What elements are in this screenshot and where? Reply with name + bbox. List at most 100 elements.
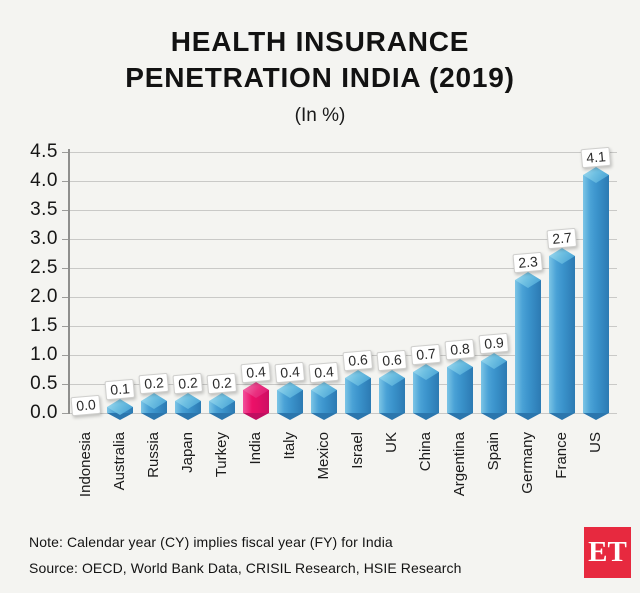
x-axis-label-japan: Japan: [179, 432, 196, 473]
bar-israel: [345, 370, 371, 420]
value-label-australia: 0.1: [104, 378, 136, 401]
bar-cap-argentina: [447, 359, 473, 375]
gridline-3.5: [69, 210, 617, 211]
y-axis-label-0.5: 0.5: [30, 373, 58, 394]
bar-cap-us: [583, 167, 609, 183]
bar-cap-italy: [277, 382, 303, 398]
value-label-uk: 0.6: [376, 349, 408, 372]
value-label-russia: 0.2: [138, 372, 170, 395]
y-tick-3.0: [62, 239, 69, 240]
x-axis-label-india: India: [247, 432, 264, 465]
bar-body-spain: [481, 361, 507, 413]
value-label-israel: 0.6: [342, 349, 374, 372]
bar-australia: [107, 399, 133, 420]
y-axis-label-3.0: 3.0: [30, 228, 58, 249]
y-axis-label-0.0: 0.0: [30, 402, 58, 423]
chart-title-line1: HEALTH INSURANCE: [170, 26, 470, 57]
x-axis-label-china: China: [417, 432, 434, 472]
y-tick-2.5: [62, 268, 69, 269]
value-label-indonesia: 0.0: [70, 394, 102, 417]
y-tick-0.5: [62, 384, 69, 385]
gridline-3.0: [69, 239, 617, 240]
bar-cap-russia: [141, 393, 167, 409]
y-tick-0.0: [62, 413, 69, 414]
y-tick-2.0: [62, 297, 69, 298]
y-axis-label-4.5: 4.5: [30, 141, 58, 162]
bar-cap-spain: [481, 353, 507, 369]
x-axis-label-italy: Italy: [281, 432, 298, 460]
y-axis-label-1.0: 1.0: [30, 344, 58, 365]
y-tick-4.0: [62, 181, 69, 182]
x-axis-label-israel: Israel: [349, 432, 366, 469]
bar-spain: [481, 353, 507, 420]
chart-subtitle: (In %): [294, 105, 346, 126]
gridline-4.5: [69, 152, 617, 153]
y-tick-3.5: [62, 210, 69, 211]
et-logo: ET: [584, 527, 631, 578]
value-label-us: 4.1: [580, 146, 612, 169]
bar-japan: [175, 393, 201, 420]
bar-body-mexico: [311, 390, 337, 413]
bar-cap-israel: [345, 370, 371, 386]
bar-italy: [277, 382, 303, 420]
y-axis-label-3.5: 3.5: [30, 199, 58, 220]
bar-china: [413, 364, 439, 420]
bar-body-france: [549, 256, 575, 413]
x-axis-label-spain: Spain: [485, 432, 502, 471]
y-axis-label-2.5: 2.5: [30, 257, 58, 278]
x-axis-label-russia: Russia: [145, 432, 162, 478]
gridline-4.0: [69, 181, 617, 182]
bar-cap-france: [549, 248, 575, 264]
x-axis-label-australia: Australia: [111, 432, 128, 491]
x-axis-label-indonesia: Indonesia: [77, 432, 94, 498]
x-axis-label-uk: UK: [383, 432, 400, 453]
bar-germany: [515, 272, 541, 420]
x-axis-label-us: US: [587, 432, 604, 453]
chart-source: Source: OECD, World Bank Data, CRISIL Re…: [29, 560, 462, 576]
value-label-germany: 2.3: [512, 251, 544, 274]
bar-turkey: [209, 393, 235, 420]
x-axis-label-turkey: Turkey: [213, 432, 230, 478]
gridline-1.5: [69, 326, 617, 327]
gridline-0.0: [69, 413, 617, 414]
y-tick-4.5: [62, 152, 69, 153]
value-label-turkey: 0.2: [206, 372, 238, 395]
chart-title-line2: PENETRATION INDIA (2019): [125, 62, 515, 93]
gridline-2.0: [69, 297, 617, 298]
value-label-india: 0.4: [240, 361, 272, 384]
y-axis-label-1.5: 1.5: [30, 315, 58, 336]
bar-argentina: [447, 359, 473, 420]
bar-body-us: [583, 175, 609, 413]
value-label-italy: 0.4: [274, 361, 306, 384]
bar-cap-india: [243, 382, 269, 398]
gridline-0.5: [69, 384, 617, 385]
bar-cap-china: [413, 364, 439, 380]
chart-note: Note: Calendar year (CY) implies fiscal …: [29, 534, 393, 550]
bar-russia: [141, 393, 167, 420]
bar-body-india: [243, 390, 269, 413]
y-tick-1.5: [62, 326, 69, 327]
bar-cap-uk: [379, 370, 405, 386]
bar-body-germany: [515, 280, 541, 413]
bar-france: [549, 248, 575, 420]
y-axis-label-2.0: 2.0: [30, 286, 58, 307]
gridline-2.5: [69, 268, 617, 269]
value-label-france: 2.7: [546, 227, 578, 250]
bar-cap-australia: [107, 399, 133, 415]
bar-india: [243, 382, 269, 420]
y-axis-line: [68, 149, 70, 414]
bar-cap-mexico: [311, 382, 337, 398]
x-axis-label-argentina: Argentina: [451, 432, 468, 497]
value-label-spain: 0.9: [478, 332, 510, 355]
bar-cap-turkey: [209, 393, 235, 409]
bar-body-italy: [277, 390, 303, 413]
bar-cap-germany: [515, 272, 541, 288]
value-label-argentina: 0.8: [444, 338, 476, 361]
bar-uk: [379, 370, 405, 420]
value-label-china: 0.7: [410, 343, 442, 366]
x-axis-label-mexico: Mexico: [315, 432, 332, 480]
value-label-japan: 0.2: [172, 372, 204, 395]
x-axis-label-germany: Germany: [519, 432, 536, 494]
bar-mexico: [311, 382, 337, 420]
